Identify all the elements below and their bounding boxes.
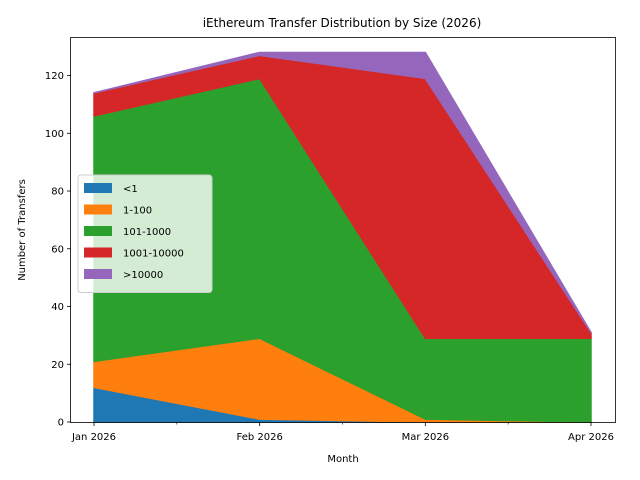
- y-tick-label: 20: [51, 360, 64, 371]
- y-tick-label: 0: [58, 418, 64, 429]
- plot-frame: [70, 37, 616, 423]
- y-tick-label: 100: [45, 129, 64, 140]
- legend-label: 1-100: [123, 206, 152, 217]
- y-axis-ticks: 0 20 40 60 80 100 120: [45, 71, 71, 429]
- legend-label: 1001-10000: [123, 249, 184, 260]
- legend-swatch: [84, 247, 112, 258]
- legend: <1 1-100 101-1000 1001-10000 >10000: [77, 174, 213, 293]
- area-series-4: [93, 51, 592, 334]
- legend-swatch: [84, 204, 112, 215]
- x-tick-label: Feb 2026: [236, 432, 282, 443]
- legend-label: 101-1000: [123, 227, 171, 238]
- x-tick-label: Jan 2026: [71, 432, 116, 443]
- y-tick-label: 60: [51, 244, 64, 255]
- y-tick-label: 40: [51, 302, 64, 313]
- area-layers: [93, 51, 592, 423]
- x-tick-label: Mar 2026: [402, 432, 450, 443]
- y-tick-label: 120: [45, 71, 64, 82]
- x-tick-label: Apr 2026: [568, 432, 614, 443]
- legend-label: <1: [123, 184, 138, 195]
- legend-swatch: [84, 183, 112, 193]
- legend-box: [77, 174, 213, 293]
- y-tick-label: 80: [51, 187, 64, 198]
- chart-title: iEthereum Transfer Distribution by Size …: [203, 16, 482, 30]
- legend-swatch: [84, 226, 112, 236]
- x-axis-label: Month: [327, 454, 358, 465]
- legend-label: >10000: [123, 270, 163, 281]
- legend-swatch: [84, 269, 112, 279]
- y-axis-label: Number of Transfers: [17, 179, 28, 281]
